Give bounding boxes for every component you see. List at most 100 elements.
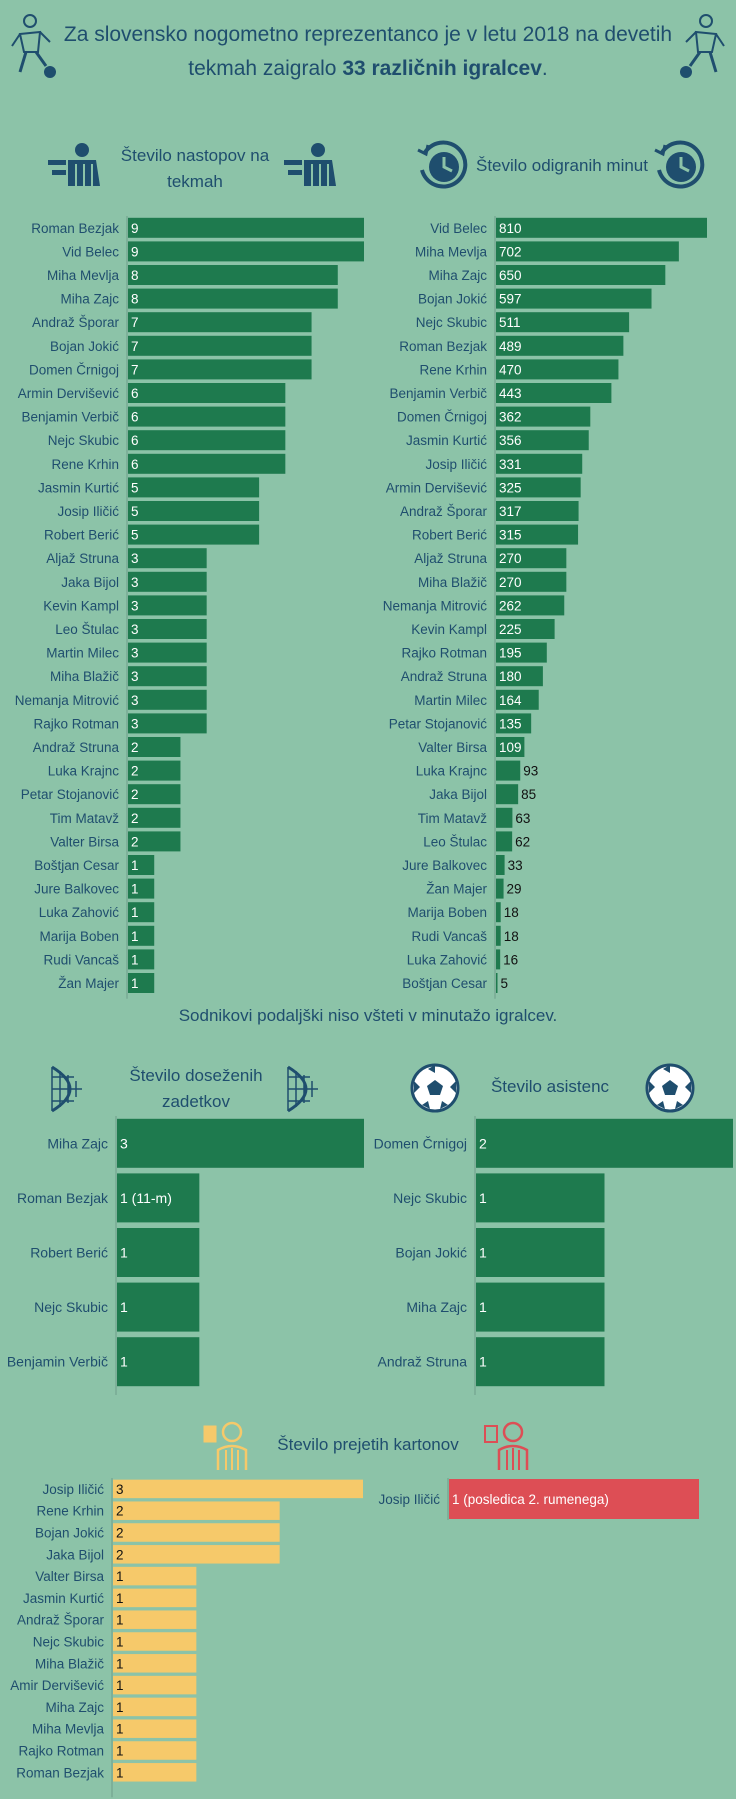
category-label: Roman Bezjak xyxy=(399,339,487,354)
category-label: Petar Stojanović xyxy=(389,716,488,731)
category-label: Miha Mevlja xyxy=(415,244,488,259)
category-label: Amir Dervišević xyxy=(10,1678,104,1693)
data-label: 1 xyxy=(116,1700,124,1715)
assists-title: Število asistenc xyxy=(490,1077,610,1096)
bar xyxy=(496,288,652,309)
bar xyxy=(496,241,679,262)
bar xyxy=(128,548,207,569)
data-label: 270 xyxy=(499,551,522,566)
bar xyxy=(128,807,181,828)
category-label: Nejc Skubic xyxy=(33,1635,105,1650)
data-label: 9 xyxy=(131,221,139,236)
minutes-title: Število odigranih minut xyxy=(476,156,648,175)
data-label: 2 xyxy=(131,811,139,826)
data-label: 63 xyxy=(515,811,530,826)
category-label: Nejc Skubic xyxy=(393,1190,467,1206)
bar xyxy=(128,595,207,616)
bar xyxy=(496,548,567,569)
data-label: 1 xyxy=(479,1245,487,1261)
category-label: Rudi Vancaš xyxy=(43,952,119,967)
data-label: 2 xyxy=(131,740,139,755)
category-label: Roman Bezjak xyxy=(31,221,119,236)
bar xyxy=(128,619,207,639)
data-label: 2 xyxy=(131,834,139,849)
category-label: Marija Boben xyxy=(39,929,119,944)
bar xyxy=(113,1545,280,1564)
bar xyxy=(128,760,181,781)
data-label: 1 xyxy=(116,1635,124,1650)
bar xyxy=(496,359,619,380)
category-label: Domen Črnigoj xyxy=(374,1135,467,1151)
bar xyxy=(117,1337,200,1387)
data-label: 2 xyxy=(479,1135,487,1151)
bar xyxy=(128,571,207,592)
bar xyxy=(117,1228,200,1277)
player-kicking-ball-icon xyxy=(11,14,56,78)
category-label: Domen Črnigoj xyxy=(29,362,119,377)
bar xyxy=(128,925,155,946)
category-label: Armin Dervišević xyxy=(386,480,488,495)
red-cards-chart: Josip Iličić 1 (posledica 2. rumenega) xyxy=(378,1478,699,1520)
bar xyxy=(113,1523,280,1542)
bar xyxy=(496,666,543,687)
bar xyxy=(496,383,612,403)
data-label: 270 xyxy=(499,575,522,590)
bar xyxy=(113,1588,197,1608)
category-label: Roman Bezjak xyxy=(17,1190,109,1206)
category-label: Andraž Struna xyxy=(378,1354,468,1370)
bar xyxy=(496,949,501,970)
player-jersey-icon xyxy=(48,143,100,186)
data-label: 362 xyxy=(499,410,522,425)
bar xyxy=(496,406,591,427)
category-label: Boštjan Cesar xyxy=(34,858,119,873)
bar xyxy=(496,335,624,356)
bar xyxy=(113,1719,197,1738)
category-label: Josip Iličić xyxy=(378,1492,440,1507)
data-label: 3 xyxy=(131,646,139,661)
data-label: 1 xyxy=(116,1656,124,1671)
data-label: 1 xyxy=(479,1299,487,1315)
soccer-ball-icon xyxy=(410,1063,460,1113)
data-label: 164 xyxy=(499,693,522,708)
category-label: Bojan Jokić xyxy=(35,1526,104,1541)
category-label: Boštjan Cesar xyxy=(402,976,487,991)
bar xyxy=(128,430,286,451)
assists-chart: Domen Črnigoj 2 Nejc Skubic 1 Bojan Jokić 1 Mi… xyxy=(374,1116,733,1395)
category-label: Luka Krajnc xyxy=(416,764,488,779)
bar xyxy=(496,595,565,616)
data-label: 1 xyxy=(116,1722,124,1737)
category-label: Martin Milec xyxy=(414,693,487,708)
bar xyxy=(496,430,589,451)
category-label: Rene Krhin xyxy=(51,457,119,472)
data-label: 2 xyxy=(131,764,139,779)
category-label: Jasmin Kurtić xyxy=(23,1591,104,1606)
category-label: Rajko Rotman xyxy=(401,646,487,661)
title-line-1: Za slovensko nogometno reprezentanco je … xyxy=(63,23,673,46)
data-label: 262 xyxy=(499,598,522,613)
data-label: 2 xyxy=(116,1526,124,1541)
bar xyxy=(128,217,364,238)
bar xyxy=(496,807,513,828)
bar xyxy=(128,477,260,498)
category-label: Rajko Rotman xyxy=(18,1744,104,1759)
bar xyxy=(128,383,286,403)
bar xyxy=(128,335,312,356)
data-label: 62 xyxy=(515,834,530,849)
data-label: 180 xyxy=(499,669,522,684)
bar xyxy=(496,453,583,474)
category-label: Jaka Bijol xyxy=(46,1547,104,1562)
data-label: 1 xyxy=(131,976,139,991)
category-label: Andraž Šporar xyxy=(400,504,488,519)
data-label: 810 xyxy=(499,221,522,236)
data-label: 6 xyxy=(131,457,139,472)
title-highlight: 33 različnih igralcev xyxy=(342,57,542,80)
bar xyxy=(496,713,532,734)
bar xyxy=(496,501,579,521)
bar xyxy=(128,784,181,805)
data-label: 33 xyxy=(508,858,523,873)
bar xyxy=(496,831,513,852)
category-label: Miha Mevlja xyxy=(32,1722,105,1737)
category-label: Robert Berić xyxy=(44,528,119,543)
bar xyxy=(496,760,521,781)
data-label: 1 (11-m) xyxy=(120,1190,172,1206)
